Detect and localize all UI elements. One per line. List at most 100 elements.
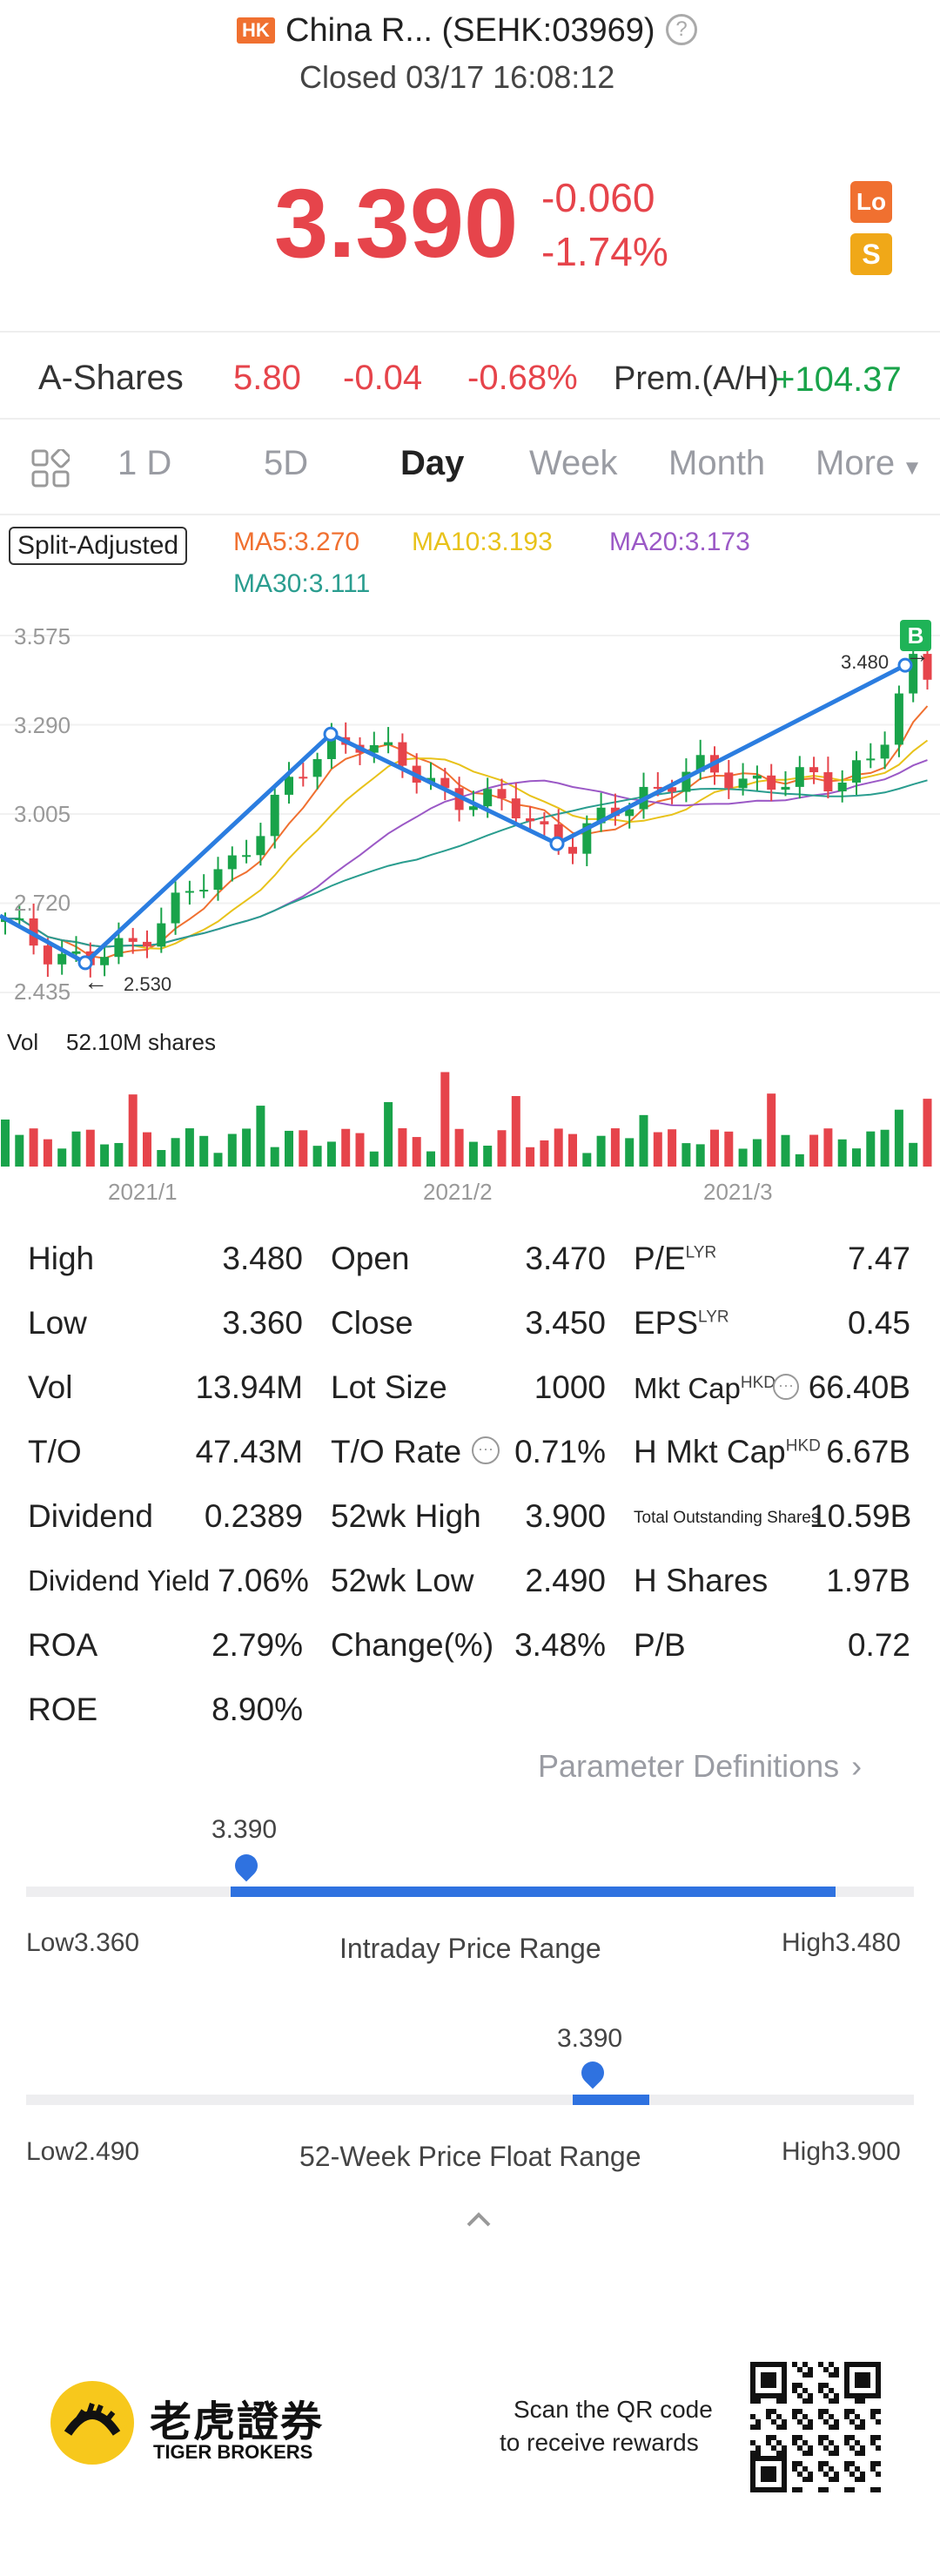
tab-week[interactable]: Week bbox=[529, 444, 618, 482]
volume-bar bbox=[894, 1109, 903, 1167]
tab-5d[interactable]: 5D bbox=[264, 444, 309, 482]
qr-module bbox=[776, 2451, 782, 2456]
price-chart[interactable] bbox=[0, 609, 940, 1236]
split-adjusted-toggle[interactable]: Split-Adjusted bbox=[9, 527, 188, 565]
qr-module bbox=[771, 2435, 776, 2440]
candle-body bbox=[695, 755, 705, 772]
stat-to-label: T/O bbox=[28, 1434, 82, 1470]
qr-module bbox=[818, 2362, 823, 2367]
premium-label: Prem.(A/H) bbox=[614, 360, 779, 397]
qr-module bbox=[792, 2466, 797, 2472]
volume-value: 52.10M shares bbox=[66, 1029, 216, 1055]
hmktcap-sup: HKD bbox=[785, 1436, 821, 1456]
tab-more-label: More bbox=[816, 444, 896, 482]
trend-point bbox=[549, 836, 565, 851]
stat-low: 3.360 bbox=[222, 1305, 303, 1341]
s-badge-icon[interactable]: S bbox=[850, 233, 892, 275]
torate-info-icon[interactable]: ··· bbox=[472, 1436, 500, 1464]
qr-module bbox=[849, 2472, 855, 2477]
volume-bar bbox=[511, 1096, 520, 1167]
caret-down-icon: ▼ bbox=[902, 456, 923, 480]
qr-module bbox=[797, 2472, 802, 2477]
trend-point bbox=[77, 955, 93, 971]
qr-module bbox=[792, 2440, 797, 2445]
volume-bar bbox=[114, 1142, 124, 1167]
volume-bar bbox=[143, 1132, 151, 1167]
tab-more[interactable]: More ▼ bbox=[816, 444, 923, 483]
divider bbox=[0, 418, 940, 420]
candle-body bbox=[454, 788, 464, 810]
volume-bar bbox=[85, 1129, 95, 1167]
divider bbox=[0, 331, 940, 333]
qr-module bbox=[818, 2414, 823, 2419]
qr-module bbox=[834, 2425, 839, 2430]
qr-module bbox=[792, 2487, 797, 2492]
lo-badge-icon[interactable]: Lo bbox=[850, 181, 892, 223]
volume-bar bbox=[554, 1128, 563, 1167]
week52-current: 3.390 bbox=[557, 2024, 623, 2053]
qr-module bbox=[797, 2445, 802, 2451]
week52-high: High3.900 bbox=[782, 2137, 901, 2167]
intraday-pin-icon bbox=[230, 1849, 263, 1882]
qr-module bbox=[829, 2398, 834, 2404]
tab-month[interactable]: Month bbox=[668, 444, 766, 482]
qr-module bbox=[761, 2372, 776, 2388]
volume-bar bbox=[682, 1143, 691, 1167]
stock-title[interactable]: China R... (SEHK:03969) bbox=[285, 12, 655, 49]
volume-bar bbox=[227, 1133, 237, 1167]
stat-vol: 13.94M bbox=[195, 1369, 303, 1405]
candle-body bbox=[625, 809, 634, 817]
help-icon[interactable]: ? bbox=[666, 14, 697, 45]
qr-module bbox=[750, 2414, 755, 2419]
qr-module bbox=[870, 2409, 876, 2414]
stat-open-label: Open bbox=[331, 1241, 410, 1276]
y-tick-4: 2.720 bbox=[14, 890, 71, 916]
tab-1d[interactable]: 1 D bbox=[118, 444, 172, 482]
qr-module bbox=[855, 2414, 860, 2419]
qr-module bbox=[802, 2388, 808, 2393]
candle-body bbox=[781, 786, 790, 790]
candle-body bbox=[100, 957, 110, 965]
qr-module bbox=[766, 2409, 771, 2414]
qr-module bbox=[855, 2451, 860, 2456]
candle-body bbox=[767, 775, 776, 790]
lo-badge-label: Lo bbox=[856, 188, 887, 215]
candle-body bbox=[299, 777, 308, 779]
stat-wklow-label: 52wk Low bbox=[331, 1563, 474, 1598]
candle-body bbox=[256, 836, 265, 856]
b-signal-icon[interactable]: B bbox=[900, 620, 931, 651]
qr-module bbox=[776, 2398, 782, 2404]
qr-module bbox=[755, 2445, 761, 2451]
volume-bar bbox=[299, 1130, 308, 1167]
qr-code-icon[interactable] bbox=[750, 2362, 881, 2492]
qr-module bbox=[750, 2451, 755, 2456]
collapse-chevron-up-icon[interactable] bbox=[461, 2203, 496, 2237]
more-info-icon[interactable]: ··· bbox=[773, 1374, 799, 1400]
stat-open: 3.470 bbox=[525, 1241, 606, 1276]
grid-icon[interactable] bbox=[31, 447, 71, 488]
qr-module bbox=[829, 2414, 834, 2419]
param-link-label: Parameter Definitions bbox=[538, 1748, 840, 1784]
qr-module bbox=[792, 2461, 797, 2466]
premium-value: +104.37 bbox=[775, 360, 902, 399]
qr-module bbox=[823, 2367, 829, 2372]
candle-body bbox=[909, 654, 918, 694]
volume-bar bbox=[15, 1134, 24, 1167]
volume-bar bbox=[738, 1148, 748, 1167]
parameter-definitions-link[interactable]: Parameter Definitions › bbox=[538, 1748, 862, 1785]
qr-module bbox=[844, 2414, 849, 2419]
qr-module bbox=[844, 2466, 849, 2472]
stat-eps: 0.45 bbox=[847, 1305, 910, 1341]
candle-body bbox=[923, 654, 932, 680]
qr-module bbox=[829, 2451, 834, 2456]
stat-close: 3.450 bbox=[525, 1305, 606, 1341]
ma-line bbox=[4, 779, 928, 948]
header: HK China R... (SEHK:03969) ? Closed 03/1… bbox=[0, 0, 940, 104]
stat-chgpct: 3.48% bbox=[514, 1627, 606, 1663]
volume-bar bbox=[454, 1128, 464, 1167]
qr-module bbox=[870, 2466, 876, 2472]
qr-module bbox=[849, 2445, 855, 2451]
candle-body bbox=[823, 772, 833, 792]
intraday-high: High3.480 bbox=[782, 1928, 901, 1958]
tab-day[interactable]: Day bbox=[400, 444, 465, 482]
